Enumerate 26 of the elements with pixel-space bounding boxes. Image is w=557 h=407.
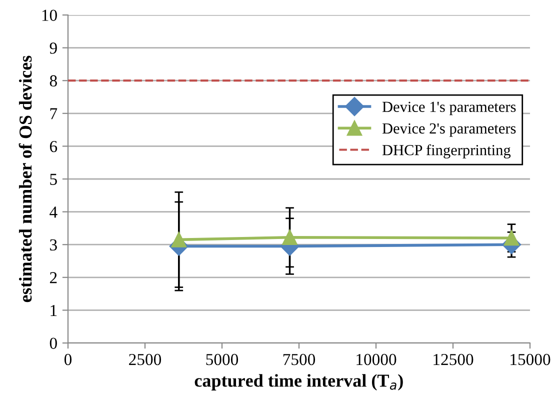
point <box>504 230 520 246</box>
x-tick-label: 2500 <box>129 354 162 366</box>
x-tick-label: 15000 <box>510 354 550 366</box>
y-tick-label: 2 <box>50 272 57 284</box>
y-tick-label: 5 <box>50 174 57 185</box>
y-tick-label: 4 <box>50 206 58 218</box>
y-tick-label: 8 <box>50 75 57 87</box>
point <box>282 230 298 246</box>
y-tick-label: 6 <box>50 140 58 152</box>
x-axis-title: captured time interval (T$_{a}$) <box>194 374 403 390</box>
y-tick-label: 0 <box>50 338 57 349</box>
x-tick-label: 12500 <box>434 354 474 366</box>
y-tick-label: 7 <box>50 108 58 120</box>
legend-label: Device 1's parameters <box>382 102 516 116</box>
y-tick-label: 3 <box>50 239 57 251</box>
x-tick-label: 0 <box>64 354 72 366</box>
x-tick-label: 7500 <box>283 354 316 366</box>
point <box>171 232 187 248</box>
legend-label: Device 2's parameters <box>382 123 516 137</box>
y-tick-label: 10 <box>42 10 57 21</box>
y-axis-title: estimated number of OS devices <box>18 56 32 302</box>
y-tick-label: 1 <box>50 304 57 316</box>
legend-label: DHCP fingerprinting <box>382 144 511 158</box>
x-tick-label: 10000 <box>356 354 396 366</box>
x-tick-label: 5000 <box>206 354 238 366</box>
y-tick-label: 9 <box>50 42 57 54</box>
